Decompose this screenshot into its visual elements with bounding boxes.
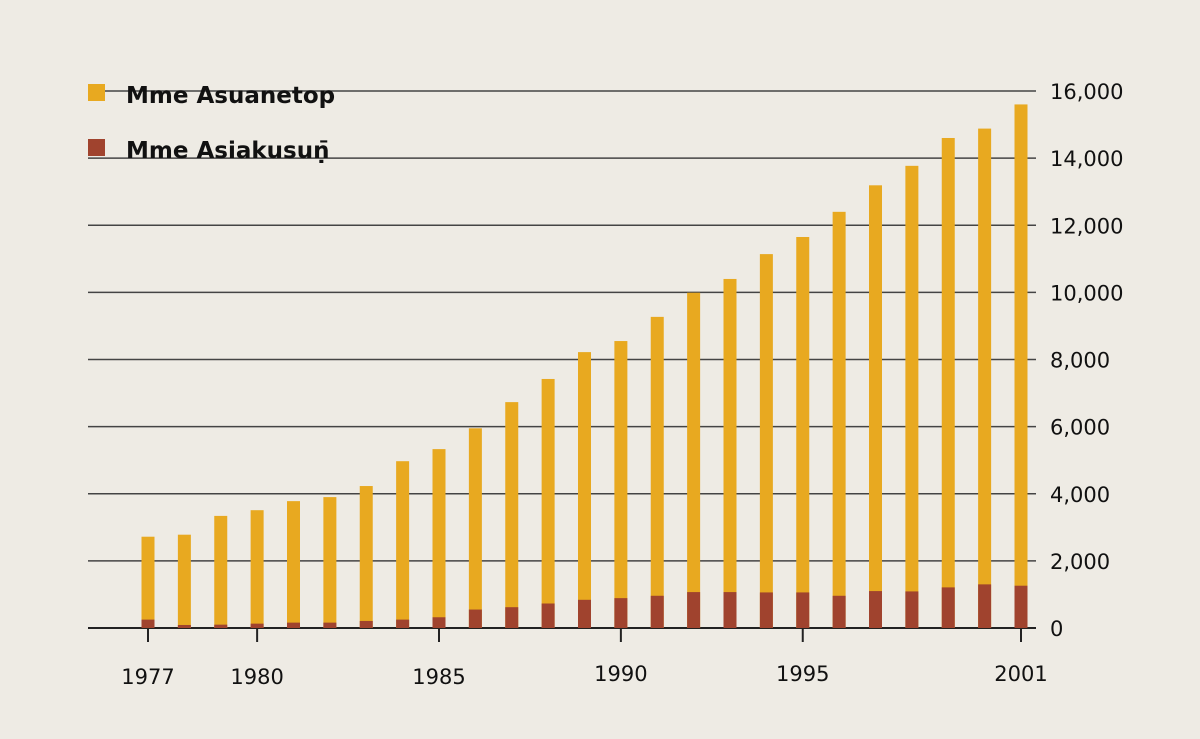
legend-label: Mme Asuanetop <box>126 83 335 109</box>
bar-asuanetop <box>723 278 737 628</box>
gridlines <box>88 90 1036 629</box>
bar-asuanetop <box>687 292 701 628</box>
bar-asuanetop <box>141 536 155 628</box>
bar-asuanetop <box>578 352 591 628</box>
bar-asuanetop <box>832 211 846 628</box>
bar-asuanetop <box>396 461 410 628</box>
bar-asiakusun <box>1014 585 1028 628</box>
bar-asiakusun <box>541 603 555 628</box>
bar-asiakusun <box>687 592 701 628</box>
legend-swatch <box>88 84 105 101</box>
bar-asuanetop <box>650 316 664 628</box>
bar-asuanetop <box>505 402 519 628</box>
bar-asiakusun <box>214 624 228 628</box>
x-tick-label: 1990 <box>594 662 647 686</box>
y-tick-label: 0 <box>1050 617 1063 641</box>
bar-asiakusun <box>468 609 482 628</box>
bar-asuanetop <box>614 341 628 628</box>
bar-asiakusun <box>905 591 919 628</box>
legend-swatch <box>88 139 105 156</box>
legend-label: Mme Asiakusuṇ̄ <box>126 138 329 164</box>
bar-asuanetop <box>905 165 919 629</box>
y-tick-label: 12,000 <box>1050 214 1123 238</box>
bar-asiakusun <box>141 619 155 628</box>
bar-asiakusun <box>505 607 519 628</box>
bar-asiakusun <box>432 617 446 628</box>
bar-asuanetop <box>432 449 446 628</box>
legend: Mme Asuanetop Mme Asiakusuṇ̄ <box>88 83 335 164</box>
bar-asiakusun <box>578 599 591 628</box>
bar-asuanetop <box>468 428 482 628</box>
bar-asiakusun <box>832 595 846 628</box>
bar-asuanetop <box>869 185 882 629</box>
bar-asiakusun <box>287 622 300 628</box>
bar-asiakusun <box>869 591 882 628</box>
bar-asuanetop <box>759 254 773 628</box>
bar-asiakusun <box>723 592 737 628</box>
bar-asuanetop <box>250 510 264 628</box>
bar-asiakusun <box>796 592 810 628</box>
bar-asuanetop <box>1014 104 1028 629</box>
bar-asiakusun <box>177 624 191 628</box>
bar-asuanetop <box>796 236 810 628</box>
x-tick-label: 1980 <box>230 665 283 689</box>
x-tick-label: 2001 <box>994 662 1047 686</box>
y-tick-label: 4,000 <box>1050 483 1110 507</box>
bar-asuanetop <box>941 137 955 629</box>
y-tick-label: 8,000 <box>1050 349 1110 373</box>
bar-asiakusun <box>650 595 664 628</box>
bar-asuanetop <box>287 501 300 628</box>
y-tick-label: 14,000 <box>1050 147 1123 171</box>
x-tick-label: 1977 <box>121 665 174 689</box>
bar-asiakusun <box>759 592 773 628</box>
y-tick-label: 6,000 <box>1050 416 1110 440</box>
bar-asuanetop <box>978 128 992 628</box>
bar-asuanetop <box>323 497 337 628</box>
y-tick-label: 10,000 <box>1050 281 1123 305</box>
bar-asuanetop <box>541 378 555 628</box>
bar-asuanetop <box>359 486 373 628</box>
bar-asiakusun <box>323 622 337 628</box>
bar-asiakusun <box>396 619 410 628</box>
bar-asiakusun <box>941 587 955 628</box>
bars <box>141 104 1028 629</box>
x-tick-label: 1995 <box>776 662 829 686</box>
bar-asiakusun <box>250 623 264 628</box>
axes: 0 2,000 4,000 6,000 8,000 10,000 12,000 14,000 1… <box>121 80 1123 689</box>
bar-asiakusun <box>614 598 628 628</box>
y-tick-label: 2,000 <box>1050 550 1110 574</box>
bar-asiakusun <box>359 620 373 628</box>
bar-asiakusun <box>978 584 992 628</box>
bar-asuanetop <box>177 534 191 628</box>
bar-asuanetop <box>214 515 228 628</box>
x-tick-label: 1985 <box>412 665 465 689</box>
y-tick-label: 16,000 <box>1050 80 1123 104</box>
